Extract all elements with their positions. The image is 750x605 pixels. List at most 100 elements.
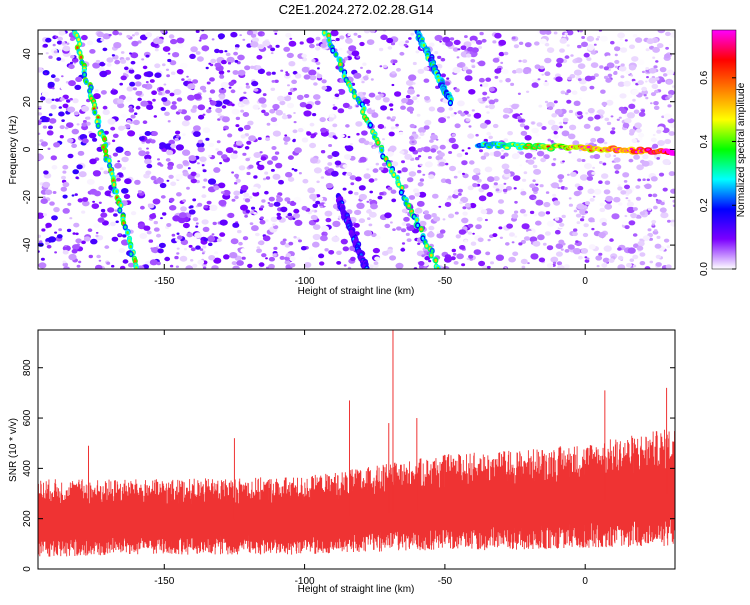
noise-blob: [69, 61, 74, 65]
noise-blob: [601, 173, 609, 179]
noise-blob: [199, 248, 204, 251]
noise-blob: [407, 177, 414, 183]
noise-blob: [175, 144, 184, 151]
noise-blob: [467, 113, 472, 117]
noise-blob: [604, 180, 611, 185]
noise-blob: [409, 167, 415, 172]
noise-blob: [112, 152, 118, 157]
noise-blob: [102, 33, 111, 40]
noise-blob: [422, 173, 426, 176]
noise-blob: [382, 97, 390, 103]
noise-blob: [137, 190, 143, 194]
noise-blob: [545, 191, 550, 194]
noise-blob: [653, 65, 658, 69]
noise-blob: [52, 191, 57, 194]
noise-blob: [511, 36, 516, 40]
feature-core: [103, 137, 106, 141]
noise-blob: [144, 158, 152, 165]
noise-blob: [118, 32, 123, 36]
noise-blob: [358, 185, 366, 191]
feature-core: [415, 218, 419, 222]
noise-blob: [267, 202, 271, 204]
noise-blob: [92, 170, 101, 177]
noise-blob: [324, 248, 329, 252]
feature-core: [436, 266, 440, 269]
noise-blob: [526, 90, 530, 94]
noise-blob: [72, 169, 79, 175]
noise-blob: [413, 188, 420, 194]
noise-blob: [484, 208, 493, 215]
feature-core: [338, 58, 342, 62]
feature-core: [327, 38, 331, 42]
noise-blob: [513, 187, 517, 190]
noise-blob: [635, 196, 642, 201]
noise-blob: [464, 152, 469, 155]
noise-blob: [251, 206, 256, 210]
noise-blob: [140, 100, 149, 107]
noise-blob: [440, 57, 446, 62]
noise-blob: [512, 251, 519, 257]
noise-blob: [38, 212, 45, 219]
noise-blob: [42, 196, 46, 199]
noise-blob: [321, 85, 328, 90]
noise-blob: [152, 98, 156, 102]
noise-blob: [590, 137, 597, 143]
noise-blob: [473, 249, 482, 256]
noise-blob: [563, 38, 567, 41]
noise-blob: [476, 217, 483, 222]
noise-blob: [316, 73, 323, 79]
noise-blob: [508, 232, 515, 237]
noise-blob: [524, 135, 532, 141]
feature-core: [437, 78, 441, 82]
noise-blob: [396, 67, 401, 72]
noise-blob: [531, 82, 539, 88]
noise-blob: [449, 37, 455, 41]
spectrogram-y-tick-label: 40: [22, 48, 33, 60]
noise-blob: [409, 111, 413, 114]
noise-blob: [177, 217, 186, 224]
noise-blob: [92, 62, 101, 69]
noise-blob: [268, 256, 275, 262]
noise-blob: [451, 133, 456, 137]
noise-blob: [415, 50, 420, 54]
noise-blob: [237, 86, 243, 91]
noise-blob: [548, 106, 554, 111]
noise-blob: [171, 233, 176, 237]
noise-blob: [600, 89, 606, 94]
noise-blob: [311, 209, 315, 213]
diagonal-track-1: [71, 30, 139, 269]
noise-blob: [275, 44, 280, 48]
noise-blob: [103, 130, 109, 135]
noise-blob: [158, 242, 166, 249]
noise-blob: [600, 184, 606, 189]
noise-blob: [485, 77, 492, 82]
noise-blob: [176, 163, 184, 169]
noise-blob: [538, 104, 543, 108]
noise-blob: [495, 254, 504, 261]
noise-blob: [86, 178, 95, 185]
noise-blob: [485, 251, 491, 256]
noise-blob: [44, 189, 53, 195]
noise-blob: [382, 250, 389, 256]
noise-blob: [144, 154, 152, 161]
noise-blob: [252, 104, 260, 110]
noise-blob: [652, 133, 656, 137]
noise-blob: [650, 102, 653, 105]
noise-blob: [620, 63, 625, 67]
noise-blob: [456, 153, 463, 158]
noise-blob: [519, 113, 523, 115]
noise-blob: [92, 137, 98, 142]
noise-blob: [492, 123, 499, 129]
noise-blob: [56, 40, 63, 45]
noise-blob: [122, 234, 127, 238]
noise-blob: [658, 172, 665, 177]
noise-blob: [166, 74, 171, 78]
noise-blob: [594, 126, 601, 132]
noise-blob: [584, 163, 592, 170]
noise-blob: [190, 46, 198, 53]
noise-blob: [520, 190, 527, 196]
noise-blob: [238, 165, 246, 171]
noise-blob: [547, 138, 552, 142]
noise-blob: [134, 31, 140, 36]
noise-blob: [280, 69, 284, 72]
